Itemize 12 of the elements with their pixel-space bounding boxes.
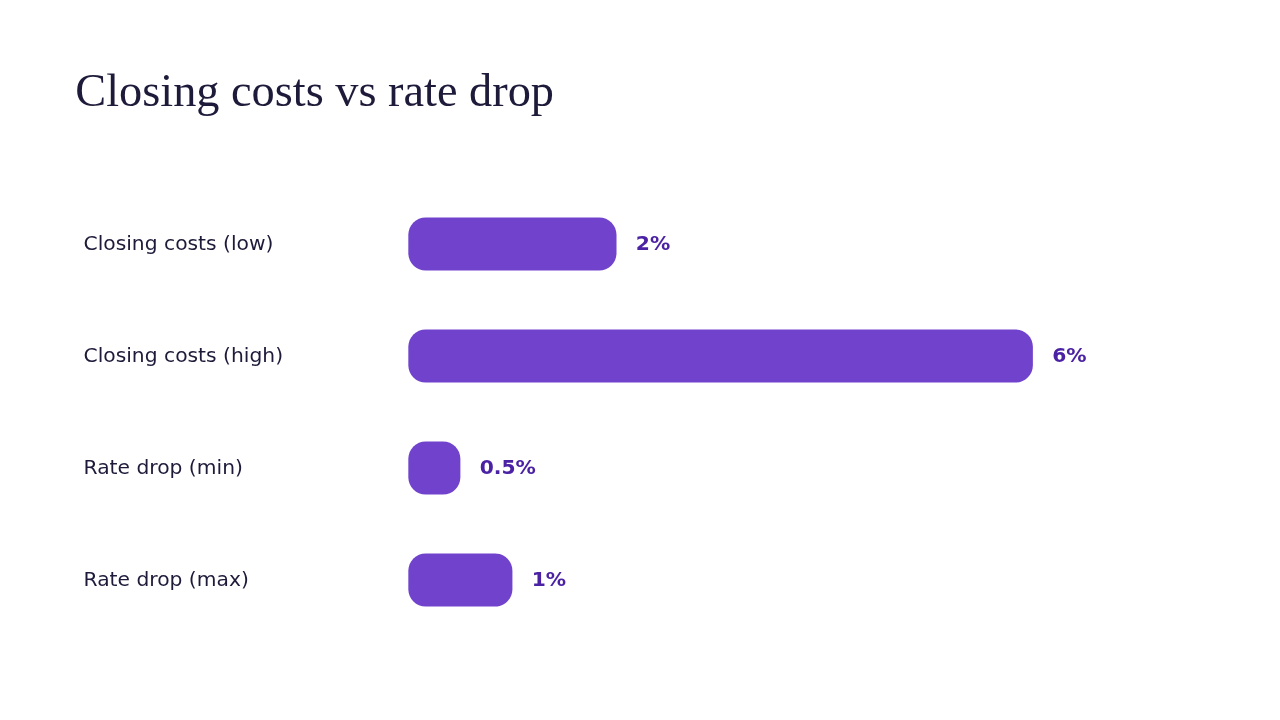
data-label: 6% <box>1052 342 1087 367</box>
chart-title: Closing costs vs rate drop <box>75 65 554 116</box>
bar <box>408 217 617 271</box>
y-tick-label: Rate drop (min) <box>83 454 243 479</box>
bar <box>408 329 1033 383</box>
y-tick-label: Closing costs (low) <box>83 230 274 255</box>
data-label: 0.5% <box>479 454 536 479</box>
data-label: 2% <box>635 230 671 255</box>
y-tick-label: Closing costs (high) <box>83 342 284 367</box>
y-tick-label: Rate drop (max) <box>83 566 249 591</box>
bar <box>408 553 513 607</box>
data-label: 1% <box>531 566 567 591</box>
